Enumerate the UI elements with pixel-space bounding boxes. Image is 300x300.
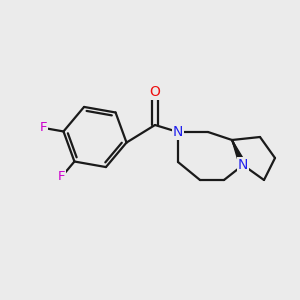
Text: O: O (150, 85, 160, 99)
Text: N: N (238, 158, 248, 172)
Text: F: F (58, 170, 65, 183)
Polygon shape (232, 140, 246, 166)
Text: F: F (40, 122, 47, 134)
Text: N: N (173, 125, 183, 139)
